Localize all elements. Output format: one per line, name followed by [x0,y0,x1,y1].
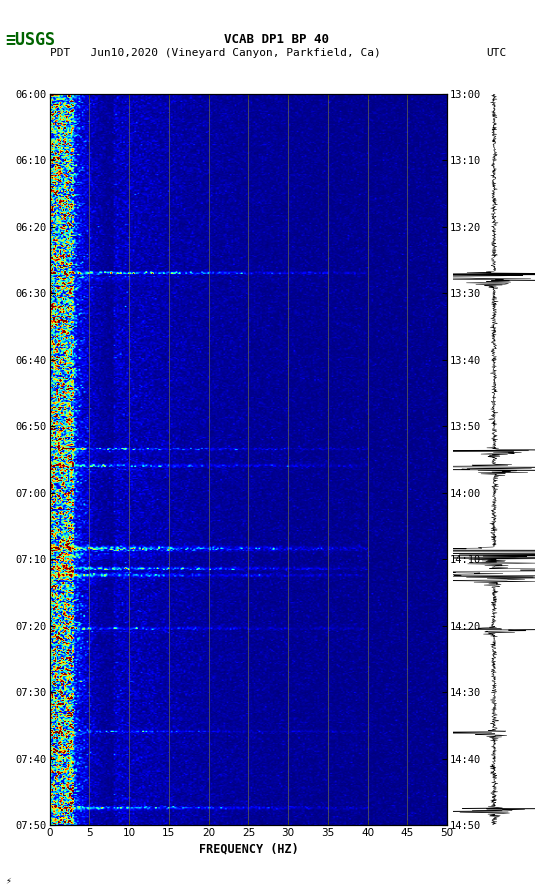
Text: ≡USGS: ≡USGS [6,31,56,49]
X-axis label: FREQUENCY (HZ): FREQUENCY (HZ) [199,842,298,855]
Text: VCAB DP1 BP 40: VCAB DP1 BP 40 [224,33,328,46]
Text: PDT   Jun10,2020 (Vineyard Canyon, Parkfield, Ca): PDT Jun10,2020 (Vineyard Canyon, Parkfie… [50,48,380,58]
Text: ⚡: ⚡ [6,876,12,885]
Text: UTC: UTC [486,48,506,58]
